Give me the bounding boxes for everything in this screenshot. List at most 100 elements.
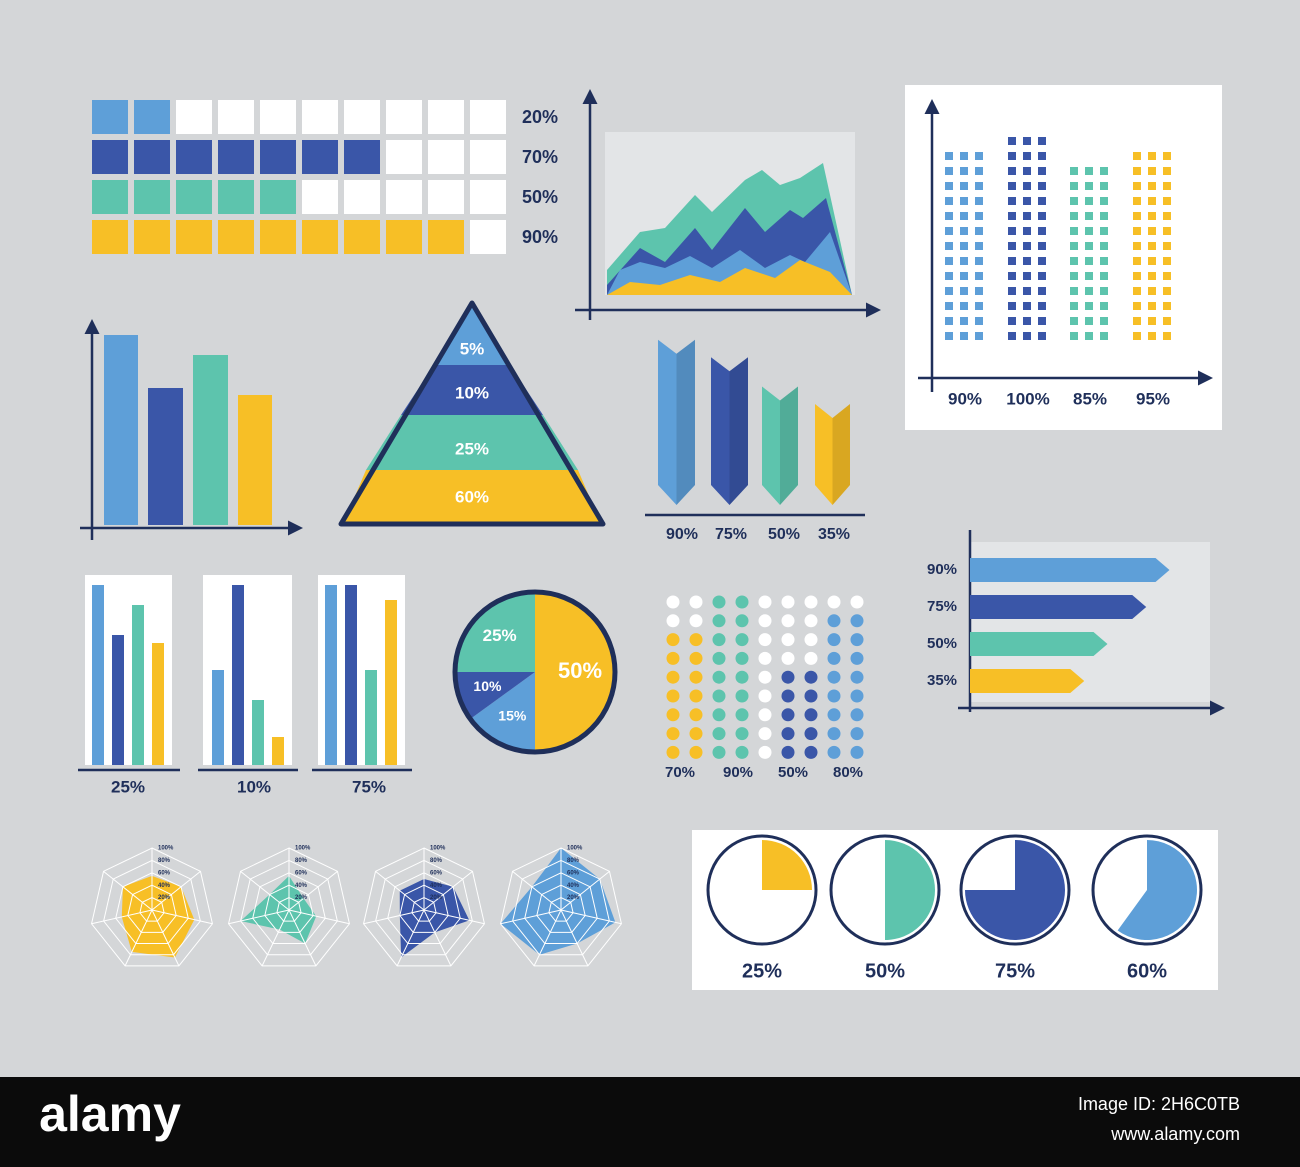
column-dot (975, 212, 983, 220)
radar-ring (103, 859, 201, 956)
column-dot (945, 212, 953, 220)
bar (148, 388, 183, 525)
radar-spoke (240, 870, 290, 911)
waffle-cell (386, 140, 422, 174)
radar-spoke (288, 909, 350, 925)
column-dot (960, 332, 968, 340)
column-dot (1100, 332, 1108, 340)
radar-ring-label: 80% (295, 858, 308, 864)
column-dot (1038, 287, 1046, 295)
value-label: 90% (723, 764, 753, 781)
column-dot (1133, 272, 1141, 280)
pyramid-outline (338, 300, 606, 527)
matrix-dot (712, 670, 726, 684)
radar-spoke (560, 909, 622, 925)
column-dot (1070, 287, 1078, 295)
waffle-cell (302, 180, 338, 214)
matrix-dot (827, 651, 841, 665)
column-dot (1023, 302, 1031, 310)
matrix-dot (758, 727, 772, 741)
column-dot (1070, 167, 1078, 175)
matrix-dot (827, 708, 841, 722)
column-dot (1100, 242, 1108, 250)
waffle-cell (218, 100, 254, 134)
column-dot (960, 287, 968, 295)
column-dot (1163, 227, 1171, 235)
arrow-column-shade (832, 404, 850, 505)
column-dot (1023, 242, 1031, 250)
radar-ring (228, 847, 350, 967)
matrix-dot (781, 595, 795, 609)
radar-ring-label: 100% (430, 846, 446, 852)
column-dot (1085, 182, 1093, 190)
radar-ring (375, 859, 473, 956)
waffle-cell (386, 180, 422, 214)
matrix-dot (666, 689, 680, 703)
radar-shape (121, 875, 195, 958)
value-label: 90% (666, 526, 698, 543)
radar-spoke (124, 909, 153, 967)
radar-spoke (91, 909, 153, 925)
matrix-dot (689, 651, 703, 665)
mini-bar (325, 585, 337, 765)
matrix-dot (850, 689, 864, 703)
column-dot (960, 302, 968, 310)
radar-ring (127, 884, 177, 933)
radar-spoke (288, 870, 338, 911)
area-shape (607, 260, 852, 295)
radar-shape (500, 848, 616, 955)
arrow-column (658, 339, 695, 505)
column-dot (975, 242, 983, 250)
matrix-dot (850, 727, 864, 741)
column-dot (960, 167, 968, 175)
column-dot (975, 332, 983, 340)
column-dot (975, 227, 983, 235)
radar-ring-label: 100% (567, 846, 583, 852)
footer-url: www.alamy.com (1110, 1124, 1240, 1144)
radar-ring (399, 884, 449, 933)
radar-ring-label: 60% (295, 870, 308, 876)
matrix-dot (712, 595, 726, 609)
value-label: 50% (778, 764, 808, 781)
column-dot (1008, 137, 1016, 145)
column-dot (1133, 212, 1141, 220)
matrix-dot (735, 670, 749, 684)
column-dot (1133, 242, 1141, 250)
value-label: 50% (522, 187, 558, 207)
arrow-column (711, 357, 748, 505)
pie-slice (470, 672, 535, 752)
column-dot (1008, 257, 1016, 265)
pyramid-layer (366, 415, 578, 470)
arrow-bar (970, 595, 1147, 619)
matrix-dot (735, 651, 749, 665)
matrix-dot (712, 651, 726, 665)
column-dot (1163, 182, 1171, 190)
radar-ring (363, 847, 485, 967)
column-dot (1070, 302, 1078, 310)
column-dot (1163, 287, 1171, 295)
matrix-dot (712, 633, 726, 647)
column-dot (1163, 152, 1171, 160)
radar-ring (252, 872, 326, 945)
matrix-dot (758, 595, 772, 609)
column-dot (1148, 167, 1156, 175)
column-dot (1008, 167, 1016, 175)
matrix-dot (827, 670, 841, 684)
column-dot (1023, 182, 1031, 190)
waffle-cell (218, 180, 254, 214)
column-dot (1023, 167, 1031, 175)
column-dot (975, 167, 983, 175)
waffle-cell (218, 220, 254, 254)
radar-spoke (423, 870, 473, 911)
value-label: 80% (833, 764, 863, 781)
pyramid-layer (434, 306, 510, 365)
column-dot (975, 272, 983, 280)
column-dot (1008, 227, 1016, 235)
matrix-dot (781, 727, 795, 741)
radar-spoke (396, 909, 425, 967)
radar-ring (500, 847, 622, 967)
radar-ring-label: 40% (567, 883, 580, 889)
value-label: 50% (927, 635, 957, 652)
waffle-cell (176, 180, 212, 214)
waffle-cell (260, 180, 296, 214)
